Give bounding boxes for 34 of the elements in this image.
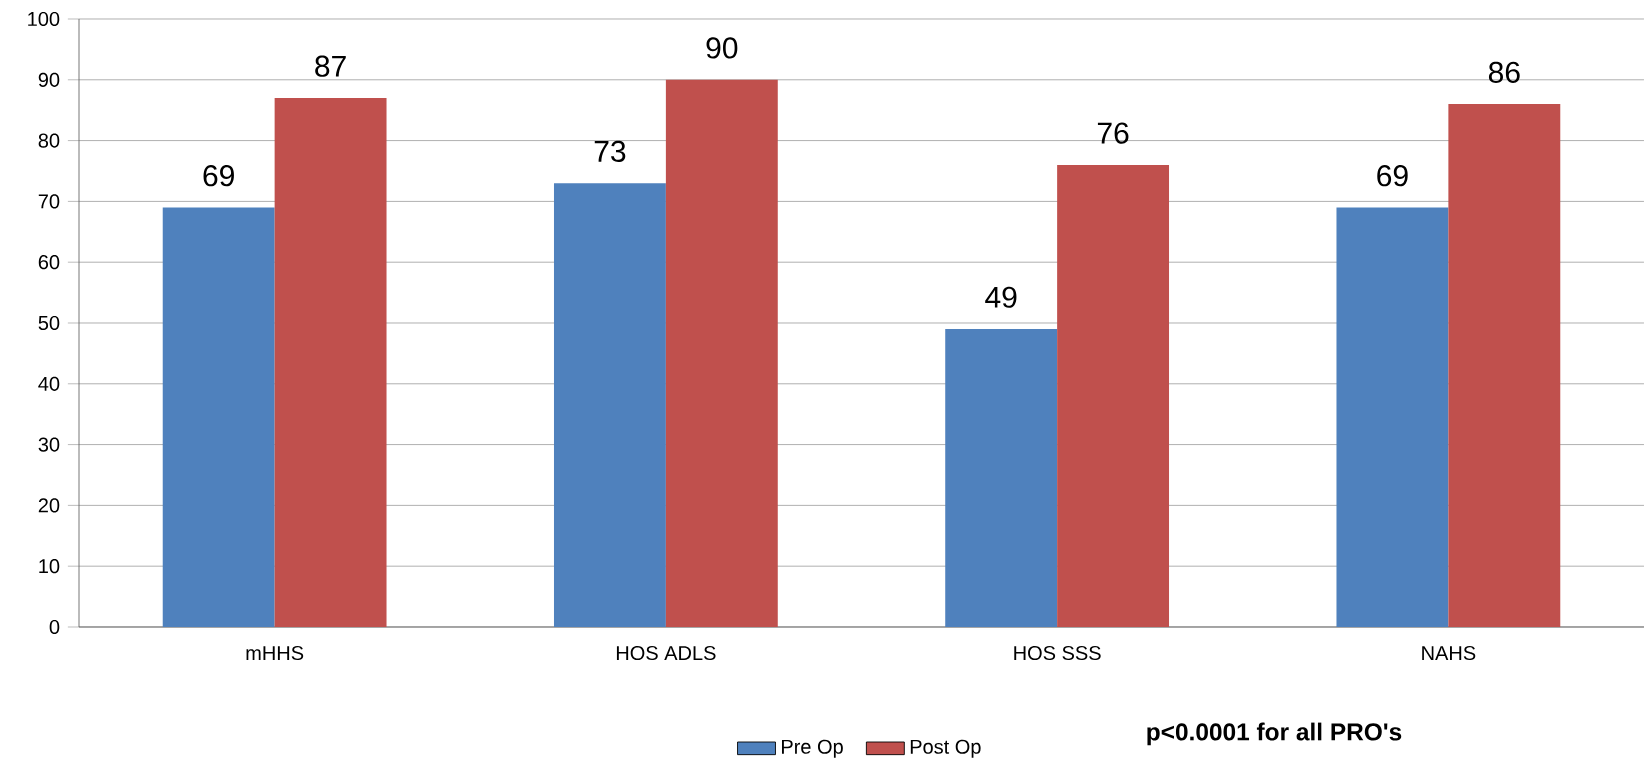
- x-tick-label: NAHS: [1422, 645, 1476, 661]
- y-tick-label: 70: [38, 194, 60, 209]
- data-label: 69: [1377, 165, 1408, 187]
- x-tick-label: mHHS: [246, 645, 304, 661]
- data-label: 87: [315, 55, 346, 77]
- data-label: 49: [985, 286, 1017, 308]
- data-label: 86: [1488, 61, 1520, 83]
- y-tick-label: 0: [49, 619, 60, 635]
- x-tick-label: HOS ADLS: [616, 645, 716, 661]
- bar: [162, 207, 275, 627]
- data-label: 76: [1097, 122, 1129, 144]
- bar: [665, 79, 778, 627]
- y-tick-label: 90: [38, 72, 60, 87]
- y-tick-label: 10: [39, 559, 60, 574]
- y-tick-label: 100: [28, 11, 60, 27]
- data-label: 73: [594, 140, 626, 162]
- bar: [1448, 104, 1561, 627]
- bar: [553, 183, 666, 627]
- y-tick-label: 80: [38, 133, 60, 148]
- legend-label: Post Op: [910, 739, 981, 758]
- y-tick-label: 60: [38, 255, 60, 270]
- bar: [274, 98, 387, 627]
- text: p<0.0001 for all PRO's: [1147, 722, 1402, 746]
- legend-label: Pre Op: [782, 739, 843, 758]
- bar: [1057, 164, 1170, 627]
- data-label: 69: [203, 165, 234, 187]
- x-tick-label: HOS SSS: [1014, 645, 1101, 661]
- data-label: 90: [706, 37, 738, 59]
- bar: [945, 329, 1058, 627]
- y-tick-label: 50: [38, 315, 60, 331]
- y-tick-label: 20: [38, 498, 60, 513]
- y-tick-label: 30: [38, 437, 60, 452]
- bar: [1336, 207, 1449, 627]
- y-tick-label: 40: [38, 376, 60, 391]
